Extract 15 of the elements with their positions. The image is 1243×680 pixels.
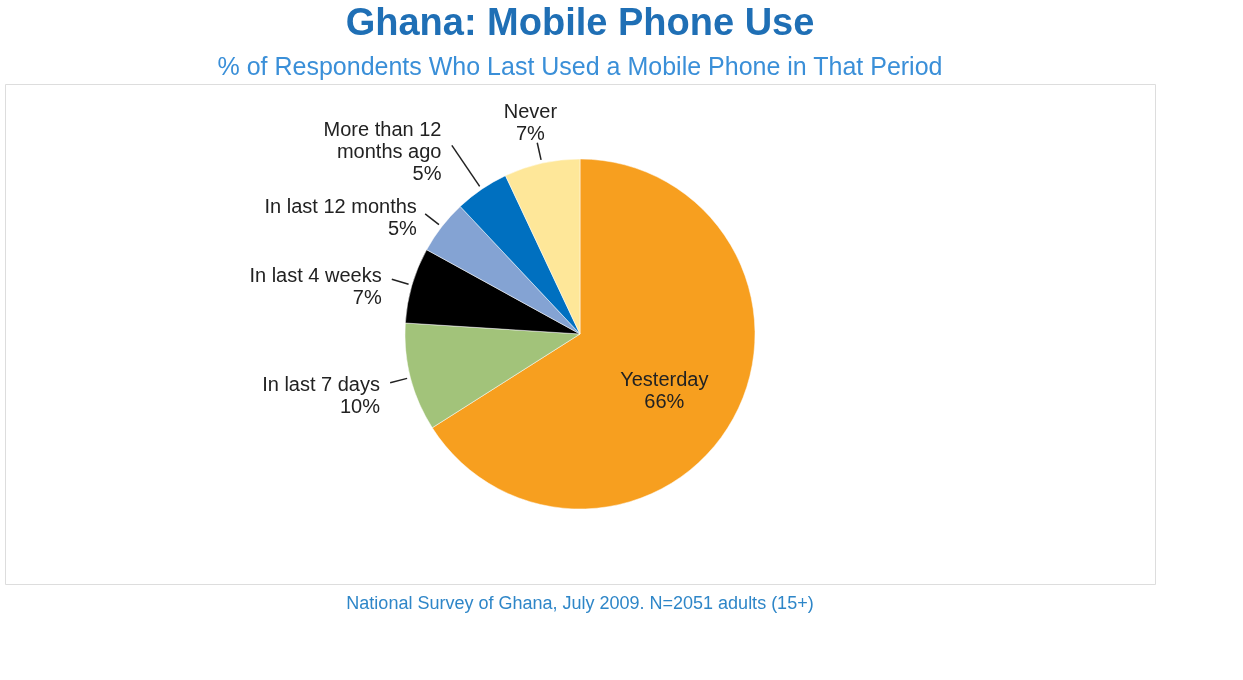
data-label: 7% xyxy=(352,286,382,309)
data-label: 7% xyxy=(515,121,546,144)
slice-label: In last 12 months xyxy=(264,195,417,218)
data-label: 5% xyxy=(412,162,442,185)
chart-title: Ghana: Mobile Phone Use xyxy=(345,1,815,43)
data-label: 66% xyxy=(644,390,685,413)
slice-label: Never xyxy=(503,99,558,122)
slice-label: Yesterday xyxy=(620,368,709,391)
chart-subtitle: % of Respondents Who Last Used a Mobile Phone in That Period xyxy=(217,52,943,80)
data-label: 5% xyxy=(387,217,418,240)
slice-label: In last 7 days xyxy=(262,373,380,396)
data-label: 10% xyxy=(339,395,381,418)
slice-label: More than 12 months ago xyxy=(323,118,442,163)
text: National Survey of Ghana, July 2009. N=2051 adults (15+) xyxy=(346,593,814,613)
slice-label: In last 4 weeks xyxy=(249,264,382,287)
